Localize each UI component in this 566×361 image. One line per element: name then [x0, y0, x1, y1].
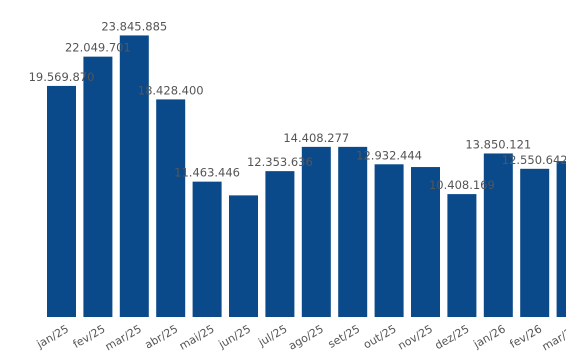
bar-mar-26 [556, 161, 566, 317]
bar-fev-26 [520, 168, 550, 317]
data-label-fev-26: 12.550.642 [502, 153, 566, 167]
bar-abr-25 [156, 99, 186, 317]
x-tick-label-nov-25: nov/25 [396, 322, 435, 352]
x-tick-label-out-25: out/25 [361, 322, 398, 351]
data-labels-group: 19.569.870 22.049.701 23.845.885 18.428.400… [29, 19, 566, 192]
data-label-jan-26: 13.850.121 [465, 137, 531, 151]
bars-group [47, 35, 566, 318]
bar-nov-25 [411, 167, 440, 317]
x-tick-label-fev-26: fev/26 [508, 322, 545, 351]
bar-set-25 [338, 146, 368, 317]
data-label-mai-25: 11.463.446 [174, 166, 240, 180]
x-tick-label-abr-25: abr/25 [143, 322, 181, 351]
x-tick-label-mar-26: mar/26 [540, 322, 566, 353]
data-label-ago-25: 14.408.277 [283, 131, 349, 145]
x-tick-label-dez-25: dez/25 [433, 322, 472, 352]
x-tick-label-jun-25: jun/25 [216, 322, 253, 351]
bar-jul-25 [265, 171, 295, 317]
bar-fev-25 [83, 56, 113, 317]
bar-jun-25 [229, 195, 258, 317]
bar-mar-25 [119, 35, 149, 318]
x-tick-label-mai-25: mai/25 [177, 322, 217, 352]
bar-ago-25 [301, 146, 331, 317]
data-label-abr-25: 18.428.400 [138, 83, 204, 97]
bar-mai-25 [192, 181, 222, 317]
data-label-jan-25: 19.569.870 [29, 70, 95, 84]
data-label-fev-25: 22.049.701 [65, 41, 131, 55]
data-label-mar-25: 23.845.885 [101, 19, 167, 33]
bar-dez-25 [447, 194, 477, 317]
x-tick-label-set-25: set/25 [326, 322, 362, 351]
data-label-out-25: 12.932.444 [356, 148, 422, 162]
x-tick-label-jul-25: jul/25 [255, 322, 289, 349]
x-tick-label-jan-26: jan/26 [471, 322, 508, 351]
bar-jan-26 [483, 153, 513, 317]
x-tick-label-mar-25: mar/25 [103, 322, 144, 353]
bar-out-25 [374, 164, 404, 317]
data-label-dez-25: 10.408.169 [429, 178, 495, 192]
x-tick-label-fev-25: fev/25 [71, 322, 108, 351]
x-tick-label-jan-25: jan/25 [34, 322, 71, 351]
data-label-jul-25: 12.353.636 [247, 155, 313, 169]
bar-jan-25 [47, 85, 76, 318]
x-tick-label-ago-25: ago/25 [286, 322, 326, 352]
